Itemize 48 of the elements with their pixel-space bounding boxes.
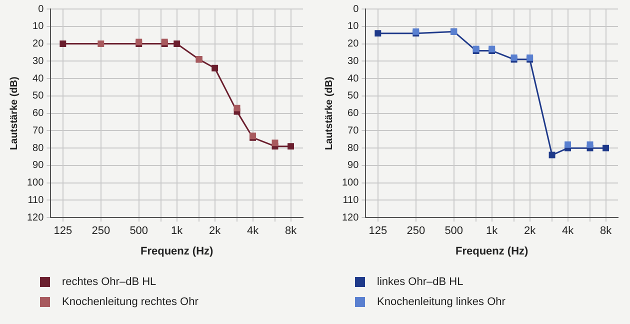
x-tick-label: 250 <box>406 225 426 238</box>
y-tick-label: 40 <box>32 73 44 84</box>
x-tick-label: 8k <box>600 225 612 238</box>
legend-label: Knochenleitung rechtes Ohr <box>62 296 198 308</box>
y-tick-label: 10 <box>348 21 360 32</box>
y-tick-label: 70 <box>348 125 360 136</box>
y-axis-title: Lautstärke (dB) <box>324 76 335 150</box>
y-tick-label: 0 <box>38 4 44 15</box>
x-tick-label: 4k <box>246 225 260 238</box>
y-tick-label: 80 <box>32 142 44 154</box>
y-tick-label: 110 <box>28 194 44 206</box>
x-tick-label: 125 <box>54 225 72 238</box>
y-tick-label: 90 <box>32 160 44 172</box>
y-tick-label: 40 <box>348 73 360 84</box>
x-axis-title: Frequenz (Hz) <box>455 245 529 258</box>
y-tick-label: 70 <box>32 125 44 136</box>
legend-label: Knochenleitung linkes Ohr <box>377 296 506 308</box>
y-tick-label: 50 <box>32 90 44 102</box>
y-tick-label: 30 <box>348 56 360 67</box>
y-tick-label: 0 <box>353 4 360 15</box>
y-tick-label: 120 <box>26 212 44 224</box>
x-tick-label: 4k <box>562 225 574 238</box>
y-tick-label: 30 <box>32 56 44 67</box>
y-tick-label: 110 <box>342 194 360 206</box>
x-tick-label: 8k <box>284 225 298 238</box>
x-tick-label: 1k <box>171 225 184 238</box>
x-tick-label: 500 <box>130 225 148 238</box>
y-tick-label: 20 <box>348 38 360 50</box>
x-tick-label: 125 <box>368 225 388 238</box>
x-tick-label: 2k <box>524 225 536 238</box>
x-tick-label: 250 <box>92 225 110 238</box>
y-tick-label: 60 <box>32 108 44 120</box>
y-tick-label: 100 <box>342 178 360 189</box>
y-tick-label: 20 <box>32 38 44 50</box>
legend-label: rechtes Ohr–dB HL <box>62 276 156 288</box>
x-tick-label: 500 <box>444 225 464 238</box>
y-tick-label: 10 <box>32 21 44 32</box>
legend-label: linkes Ohr–dB HL <box>377 276 464 288</box>
y-tick-label: 120 <box>342 212 360 224</box>
x-tick-label: 1k <box>486 225 498 238</box>
x-axis-title: Frequenz (Hz) <box>140 245 214 258</box>
y-tick-label: 80 <box>348 142 360 154</box>
y-tick-label: 100 <box>26 178 44 189</box>
x-tick-label: 2k <box>209 225 222 238</box>
y-tick-label: 60 <box>348 108 360 120</box>
y-axis-title: Lautstärke (dB) <box>8 76 20 150</box>
y-tick-label: 50 <box>348 90 360 102</box>
y-tick-label: 90 <box>348 160 360 172</box>
